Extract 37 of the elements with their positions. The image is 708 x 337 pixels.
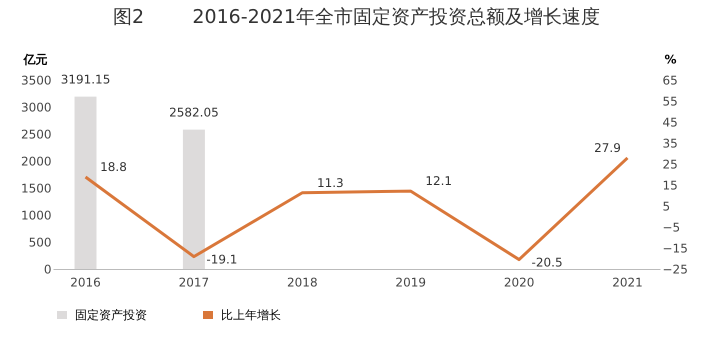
y2-tick-label: −15: [662, 242, 688, 256]
y2-tick-label: 35: [662, 136, 678, 150]
legend-label: 固定资产投资: [75, 308, 147, 322]
x-tick-label: 2021: [612, 276, 643, 290]
y-tick-label: 1000: [20, 208, 52, 222]
y2-tick-label: 45: [662, 116, 678, 130]
y-tick-label: 3500: [20, 74, 52, 88]
y-tick-label: 3000: [20, 100, 52, 114]
data-label: -20.5: [532, 256, 563, 270]
y2-tick-label: −25: [662, 262, 688, 276]
x-tick-label: 2016: [70, 276, 101, 290]
y2-tick-label: 25: [662, 158, 678, 172]
data-label: 12.1: [425, 174, 452, 188]
chart-title: 图2 2016-2021年全市固定资产投资总额及增长速度: [113, 6, 600, 28]
x-tick-label: 2019: [395, 276, 426, 290]
y2-axis-title: %: [664, 52, 676, 66]
x-tick-label: 2017: [178, 276, 210, 290]
x-tick-label: 2018: [287, 276, 318, 290]
data-label: 18.8: [100, 160, 127, 174]
data-label: 2582.05: [169, 106, 219, 120]
y-tick-label: 0: [44, 262, 52, 276]
y-axis-title: 亿元: [22, 52, 48, 66]
y2-tick-label: 5: [662, 200, 670, 214]
y-tick-label: 2500: [20, 128, 52, 142]
y2-tick-label: 15: [662, 178, 678, 192]
data-label: 27.9: [594, 140, 621, 155]
legend-label: 比上年增长: [221, 308, 281, 322]
data-label: 11.3: [316, 176, 344, 190]
y-tick-label: 2000: [20, 154, 52, 168]
data-label: -19.1: [206, 252, 238, 267]
x-tick-label: 2020: [504, 276, 534, 290]
y2-tick-label: −5: [662, 220, 680, 234]
y-tick-label: 1500: [20, 182, 52, 196]
y-tick-label: 500: [28, 236, 52, 250]
data-label: 3191.15: [60, 72, 110, 87]
y2-tick-label: 55: [662, 94, 678, 108]
y2-tick-label: 65: [662, 74, 678, 88]
